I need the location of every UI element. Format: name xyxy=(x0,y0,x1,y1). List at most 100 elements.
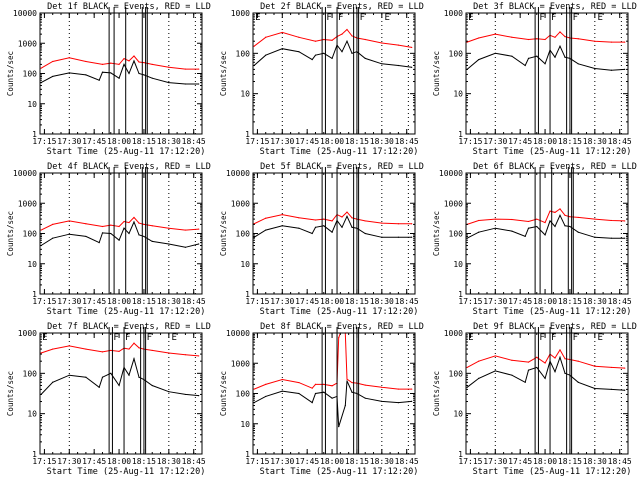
x-tick-label: 18:30 xyxy=(370,457,394,466)
data-point-events xyxy=(68,233,70,235)
x-tick-label: 17:30 xyxy=(483,137,507,146)
interval-marker-label: E xyxy=(597,333,602,343)
data-point-events xyxy=(68,374,70,376)
x-tick-label: 17:45 xyxy=(295,297,319,306)
x-tick-label: 17:30 xyxy=(483,297,507,306)
x-tick-label: 17:45 xyxy=(508,137,532,146)
y-tick-label: 10 xyxy=(27,410,37,419)
data-point-events xyxy=(494,370,496,372)
x-tick-label: 17:30 xyxy=(57,297,81,306)
y-tick-label: 10 xyxy=(27,100,37,109)
data-point-lld xyxy=(511,359,513,361)
data-point-events xyxy=(610,388,613,390)
chart-panel-7: 1 10 100 1000 17:15 17:30 17:45 18:00 18:15 18:30… xyxy=(6,322,211,477)
data-point-events xyxy=(364,57,366,59)
data-point-lld xyxy=(110,349,112,352)
series-line-events xyxy=(253,39,412,68)
data-point-events xyxy=(536,366,538,369)
x-tick-label: 18:15 xyxy=(558,457,582,466)
y-tick-label: 100 xyxy=(236,49,251,58)
data-point-events xyxy=(118,239,120,241)
y-tick-label: 1000 xyxy=(231,9,250,18)
data-point-events xyxy=(52,75,54,78)
data-point-events xyxy=(314,226,317,228)
data-point-events xyxy=(311,402,313,404)
data-point-events xyxy=(478,377,480,379)
y-tick-label: 1 xyxy=(32,130,37,139)
y-axis-label: Counts/sec xyxy=(432,211,441,256)
x-tick-label: 17:30 xyxy=(270,297,294,306)
series-line-lld xyxy=(40,216,199,231)
y-tick-label: 1000 xyxy=(18,199,37,208)
interval-marker-label: F xyxy=(551,333,556,343)
data-point-lld xyxy=(85,348,87,350)
data-point-events xyxy=(298,392,300,395)
data-point-lld xyxy=(594,365,596,367)
x-tick-label: 17:45 xyxy=(82,297,106,306)
data-point-events xyxy=(338,426,340,428)
data-point-events xyxy=(577,381,579,383)
data-point-lld xyxy=(466,41,468,43)
data-point-lld xyxy=(411,223,413,225)
x-tick-label: 18:30 xyxy=(157,297,181,306)
y-tick-label: 100 xyxy=(23,70,38,79)
data-point-lld xyxy=(133,342,135,344)
data-point-events xyxy=(554,56,556,58)
data-point-events xyxy=(138,376,140,378)
x-axis-label: Start Time (25-Aug-11 17:12:20) xyxy=(47,147,206,157)
data-point-events xyxy=(554,225,556,228)
interval-marker-label: E xyxy=(468,333,473,343)
x-tick-label: 18:15 xyxy=(345,297,369,306)
data-point-events xyxy=(544,234,546,236)
data-point-lld xyxy=(40,229,42,231)
data-point-lld xyxy=(298,36,300,38)
data-point-events xyxy=(198,243,200,245)
data-point-events xyxy=(577,231,579,233)
data-point-lld xyxy=(138,347,140,349)
data-point-lld xyxy=(466,366,468,369)
data-point-events xyxy=(110,372,112,374)
x-axis-label: Start Time (25-Aug-11 17:12:20) xyxy=(473,467,632,477)
x-tick-label: 18:00 xyxy=(107,297,131,306)
x-tick-label: 17:15 xyxy=(32,297,56,306)
data-point-lld xyxy=(184,68,187,70)
data-point-events xyxy=(52,381,54,383)
data-point-events xyxy=(536,225,538,228)
interval-marker-label: E xyxy=(42,333,47,343)
data-point-events xyxy=(168,391,170,393)
data-point-events xyxy=(331,397,333,399)
interval-marker-label: E xyxy=(468,13,473,23)
data-point-events xyxy=(184,246,187,248)
x-tick-label: 18:15 xyxy=(132,137,156,146)
chart-panel-9: 1 10 100 1000 17:15 17:30 17:45 18:00 18:15 18:30… xyxy=(432,322,637,477)
y-tick-label: 1 xyxy=(458,450,463,459)
data-point-lld xyxy=(298,217,300,219)
data-point-lld xyxy=(281,214,283,216)
data-point-lld xyxy=(527,220,530,223)
series-line-events xyxy=(253,380,412,427)
data-point-lld xyxy=(610,366,613,369)
data-point-lld xyxy=(536,38,538,40)
x-axis-label: Start Time (25-Aug-11 17:12:20) xyxy=(47,467,206,477)
chart-title: Det 3f BLACK = Events, RED = LLD xyxy=(473,2,637,12)
data-point-events xyxy=(98,242,100,244)
interval-marker-label: F xyxy=(573,333,578,343)
x-tick-label: 18:30 xyxy=(370,137,394,146)
data-point-events xyxy=(323,391,325,393)
data-point-events xyxy=(494,227,496,229)
data-point-events xyxy=(331,57,333,59)
y-tick-label: 10 xyxy=(453,410,463,419)
data-point-lld xyxy=(314,383,317,385)
y-tick-label: 10000 xyxy=(226,169,250,178)
y-tick-label: 1000 xyxy=(231,199,250,208)
series-line-events xyxy=(466,44,625,71)
x-tick-label: 17:30 xyxy=(270,457,294,466)
data-point-lld xyxy=(554,36,556,38)
data-point-lld xyxy=(110,62,112,64)
data-point-events xyxy=(564,225,566,227)
data-point-events xyxy=(128,374,130,376)
x-tick-label: 18:30 xyxy=(157,457,181,466)
data-point-events xyxy=(559,214,561,216)
data-point-events xyxy=(281,48,283,50)
y-tick-label: 1 xyxy=(32,450,37,459)
